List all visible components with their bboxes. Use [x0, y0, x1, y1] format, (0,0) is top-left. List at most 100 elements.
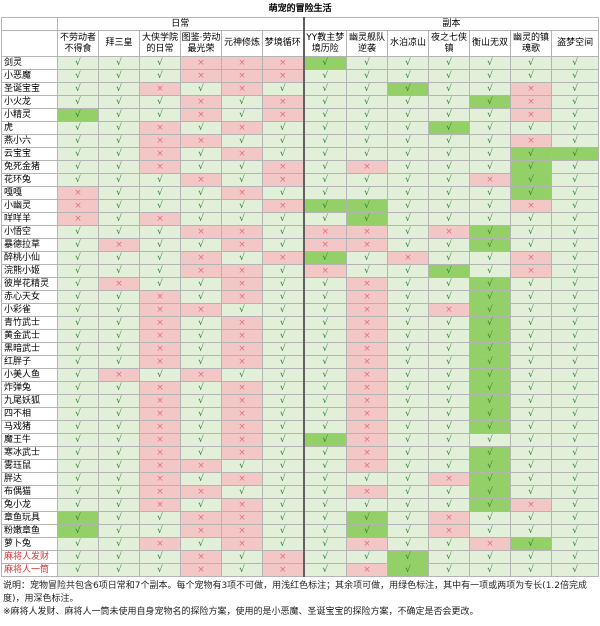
cross-mark-cell: × — [346, 381, 388, 395]
check-mark-cell: √ — [550, 433, 600, 447]
check-mark-cell: √ — [180, 446, 222, 460]
check-mark-cell: √ — [98, 355, 140, 369]
column-header: 不劳动者不得食 — [57, 30, 99, 57]
check-mark-cell: √ — [387, 433, 429, 447]
check-mark-cell: √ — [510, 420, 552, 434]
table-row: 免死金猪 √ √ × √ √ × √ × √ √ √ √ √ — [1, 160, 600, 174]
check-mark-cell: √ — [98, 472, 140, 486]
check-mark-cell: √ — [180, 472, 222, 486]
check-mark-cell: √ — [139, 225, 181, 239]
cross-mark-cell: × — [139, 472, 181, 486]
check-mark-cell: √ — [550, 342, 600, 356]
pet-name: 彼岸花精灵 — [1, 277, 58, 291]
specialty-check-cell: √ — [469, 290, 511, 304]
check-mark-cell: √ — [469, 511, 511, 525]
specialty-check-cell: √ — [469, 459, 511, 473]
pet-name: 萝卜兔 — [1, 537, 58, 551]
check-mark-cell: √ — [510, 394, 552, 408]
cross-mark-cell: × — [139, 121, 181, 135]
check-mark-cell: √ — [550, 472, 600, 486]
check-mark-cell: √ — [550, 173, 600, 187]
check-mark-cell: √ — [302, 69, 347, 83]
check-mark-cell: √ — [262, 511, 304, 525]
cross-mark-cell: × — [139, 485, 181, 499]
check-mark-cell: √ — [302, 550, 347, 564]
check-mark-cell: √ — [262, 264, 304, 278]
check-mark-cell: √ — [57, 394, 99, 408]
table-row: 咩咩羊 × √ × √ √ √ √ √ √ √ √ √ √ — [1, 212, 600, 226]
check-mark-cell: √ — [57, 173, 99, 187]
column-header: 盗梦空间 — [550, 30, 600, 57]
check-mark-cell: √ — [180, 290, 222, 304]
pet-name: 布偶猫 — [1, 485, 58, 499]
check-mark-cell: √ — [98, 186, 140, 200]
check-mark-cell: √ — [510, 303, 552, 317]
cross-mark-cell: × — [346, 485, 388, 499]
check-mark-cell: √ — [550, 485, 600, 499]
column-header: 图鉴·劳动最光荣 — [180, 30, 222, 57]
check-mark-cell: √ — [302, 524, 347, 538]
pet-name: 小彩雀 — [1, 303, 58, 317]
check-mark-cell: √ — [57, 459, 99, 473]
check-mark-cell: √ — [550, 355, 600, 369]
cross-mark-cell: × — [98, 238, 140, 252]
check-mark-cell: √ — [302, 134, 347, 148]
check-mark-cell: √ — [550, 407, 600, 421]
check-mark-cell: √ — [262, 147, 304, 161]
table-row: 小火龙 √ √ √ × √ × √ √ √ √ √ × √ — [1, 95, 600, 109]
check-mark-cell: √ — [510, 433, 552, 447]
cross-mark-cell: × — [428, 303, 470, 317]
check-mark-cell: √ — [180, 537, 222, 551]
check-mark-cell: √ — [428, 251, 470, 265]
table-row: 萝卜兔 √ √ × √ × √ √ × √ √ × √ √ — [1, 537, 600, 551]
check-mark-cell: √ — [550, 134, 600, 148]
check-mark-cell: √ — [98, 147, 140, 161]
check-mark-cell: √ — [57, 498, 99, 512]
cross-mark-cell: × — [221, 472, 263, 486]
check-mark-cell: √ — [550, 381, 600, 395]
check-mark-cell: √ — [180, 342, 222, 356]
check-mark-cell: √ — [428, 420, 470, 434]
table-row: 麻将人发财 √ √ √ × √ × √ √ √ √ √ √ √ — [1, 550, 600, 564]
check-mark-cell: √ — [262, 225, 304, 239]
check-mark-cell: √ — [387, 303, 429, 317]
check-mark-cell: √ — [510, 316, 552, 330]
cross-mark-cell: × — [346, 446, 388, 460]
cross-mark-cell: × — [302, 238, 347, 252]
check-mark-cell: √ — [550, 420, 600, 434]
check-mark-cell: √ — [346, 147, 388, 161]
table-row: 小悟空 √ √ √ × × √ × × √ × √ √ √ — [1, 225, 600, 239]
check-mark-cell: √ — [510, 121, 552, 135]
cross-mark-cell: × — [428, 511, 470, 525]
check-mark-cell: √ — [469, 134, 511, 148]
check-mark-cell: √ — [57, 563, 99, 577]
specialty-check-cell: √ — [510, 173, 552, 187]
check-mark-cell: √ — [57, 290, 99, 304]
check-mark-cell: √ — [387, 316, 429, 330]
check-mark-cell: √ — [221, 550, 263, 564]
check-mark-cell: √ — [98, 446, 140, 460]
check-mark-cell: √ — [180, 147, 222, 161]
column-header: 元神修炼 — [221, 30, 263, 57]
check-mark-cell: √ — [428, 56, 470, 70]
check-mark-cell: √ — [346, 108, 388, 122]
cross-mark-cell: × — [510, 251, 552, 265]
check-mark-cell: √ — [262, 459, 304, 473]
check-mark-cell: √ — [387, 329, 429, 343]
check-mark-cell: √ — [139, 368, 181, 382]
check-mark-cell: √ — [302, 563, 347, 577]
table-row: 九尾妖狐 √ √ × √ × √ √ × √ √ √ √ √ — [1, 394, 600, 408]
cross-mark-cell: × — [139, 212, 181, 226]
cross-mark-cell: × — [346, 316, 388, 330]
check-mark-cell: √ — [139, 511, 181, 525]
cross-mark-cell: × — [139, 316, 181, 330]
check-mark-cell: √ — [302, 498, 347, 512]
check-mark-cell: √ — [469, 524, 511, 538]
check-mark-cell: √ — [510, 563, 552, 577]
cross-mark-cell: × — [262, 199, 304, 213]
table-row: 小美人鱼 √ × √ × √ √ √ × √ √ √ √ √ — [1, 368, 600, 382]
check-mark-cell: √ — [469, 433, 511, 447]
check-mark-cell: √ — [302, 147, 347, 161]
check-mark-cell: √ — [98, 69, 140, 83]
check-mark-cell: √ — [510, 277, 552, 291]
